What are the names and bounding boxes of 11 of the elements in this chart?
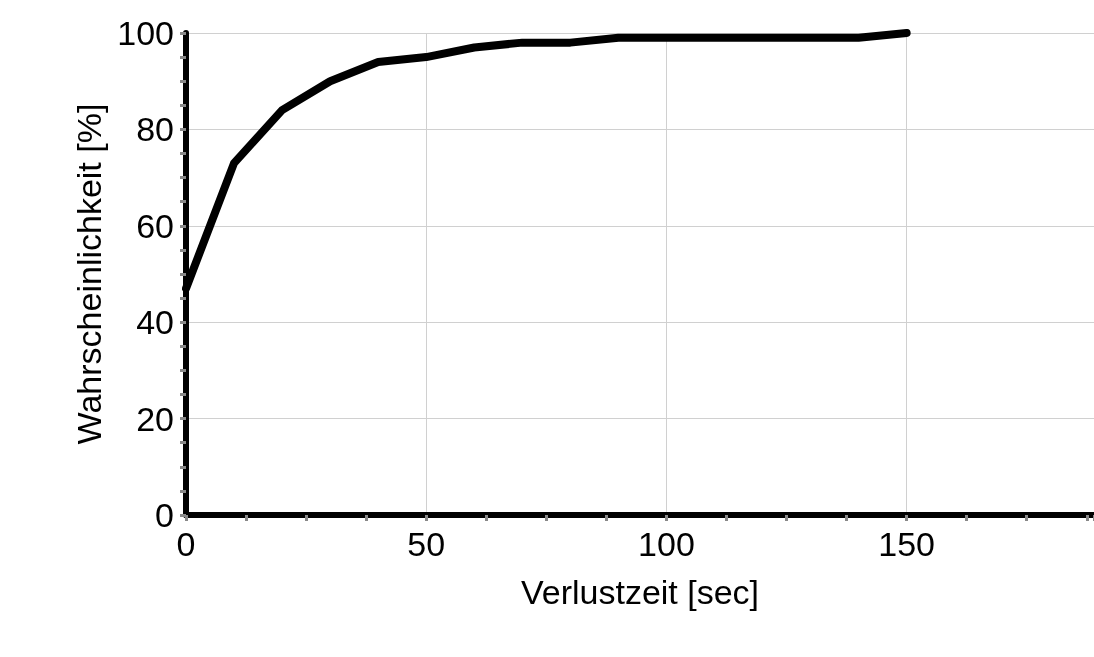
x-tick-label: 150	[878, 525, 935, 563]
y-tick-label: 20	[136, 399, 174, 438]
x-tick-label: 50	[407, 525, 446, 563]
y-tick-label: 0	[155, 496, 174, 534]
y-tick-label: 80	[136, 110, 174, 149]
y-tick-label: 60	[136, 206, 174, 245]
y-tick-label: 40	[136, 303, 174, 342]
y-axis-title: Wahrscheinlichkeit [%]	[70, 103, 109, 445]
y-tick-label: 100	[117, 14, 174, 52]
x-axis-title: Verlustzeit [sec]	[520, 573, 760, 611]
x-tick-label: 100	[638, 525, 695, 563]
